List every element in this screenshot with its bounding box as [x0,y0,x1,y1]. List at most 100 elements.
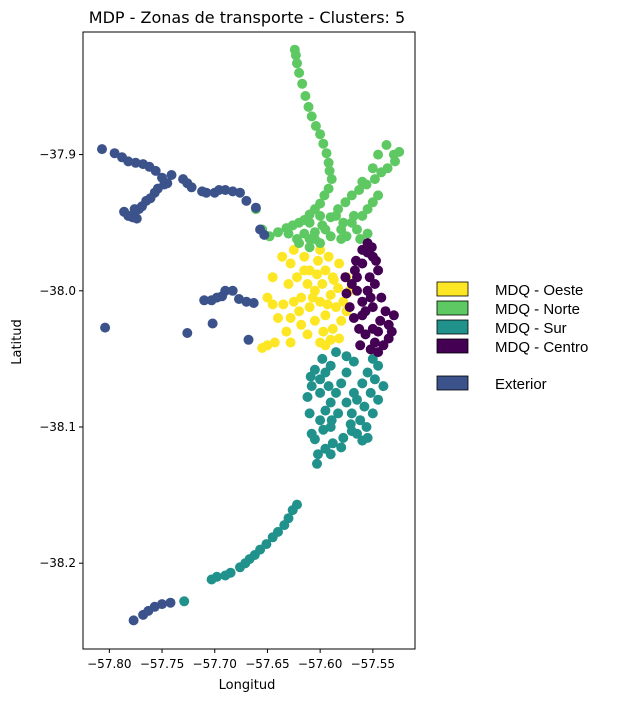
data-point [388,149,399,160]
data-point [303,101,314,112]
data-point [283,228,294,239]
data-point [299,251,310,262]
data-point [309,434,320,445]
data-point [315,374,326,385]
data-point [325,231,336,242]
data-point [296,319,307,330]
data-point [318,326,329,337]
data-point [327,438,338,449]
data-point [273,227,283,238]
data-point [326,415,337,426]
data-point [287,505,298,516]
data-point [285,313,296,323]
data-point [359,401,370,412]
data-point [201,187,212,198]
data-point [338,432,349,443]
data-point [322,299,333,310]
data-point [381,140,392,150]
data-point [333,283,344,294]
data-point [357,210,368,221]
data-point [341,397,352,408]
data-point [341,367,352,378]
data-point [273,313,283,323]
data-point [373,360,384,371]
data-point [267,272,278,283]
data-point [346,279,357,289]
data-point [369,374,380,385]
data-point [348,210,359,221]
y-axis-label: Latitud [10,319,25,365]
y-tick-label: −38.1 [39,420,76,434]
data-point [296,292,307,303]
data-point [299,265,310,276]
data-point [320,265,331,276]
data-point [315,129,326,140]
data-point [380,306,391,317]
data-point [357,310,368,321]
data-point [119,206,130,217]
data-point [312,269,322,280]
data-point [344,302,355,313]
data-points [97,44,405,626]
data-point [340,197,351,208]
data-point [285,337,296,348]
data-point [100,322,111,333]
x-tick-label: −57.80 [87,657,131,671]
data-point [150,165,161,176]
data-point [313,255,323,266]
data-point [313,449,323,460]
data-point [309,315,320,326]
legend-label: MDQ - Centro [495,339,588,356]
data-point [257,343,268,353]
data-point [352,272,362,283]
x-tick-label: −57.55 [351,657,395,671]
data-point [362,432,373,443]
data-point [128,615,139,626]
data-point [388,310,399,321]
data-point [166,170,177,180]
data-point [375,315,386,326]
data-point [352,285,362,296]
data-point [309,234,320,244]
data-point [352,394,362,405]
data-point [220,285,231,296]
series-mdq-oeste [257,244,355,353]
data-point [341,351,352,362]
data-point [365,292,376,303]
chart-title: MDP - Zonas de transporte - Clusters: 5 [89,8,405,27]
data-point [348,313,359,323]
data-point [369,174,380,185]
data-point [267,299,278,310]
legend: MDQ - Oeste MDQ - Norte MDQ - Sur MDQ - Cen… [436,281,588,393]
data-point [376,292,387,303]
data-point [179,596,190,607]
data-point [331,302,341,313]
data-point [186,182,197,193]
data-point [207,318,218,329]
data-point [327,323,338,334]
data-point [369,279,380,289]
data-point [317,353,328,364]
data-point [336,378,347,389]
plot-frame [82,31,416,650]
data-point [285,258,296,269]
data-point [355,415,366,426]
data-point [345,419,356,430]
data-point [361,422,372,432]
data-point [320,340,331,351]
data-point [325,449,336,460]
data-point [267,532,278,543]
x-axis-ticks: −57.80 −57.75 −57.70 −57.65 −57.60 −57.55 [87,649,395,671]
legend-swatch [436,300,469,316]
data-point [318,138,329,149]
data-point [362,367,373,378]
data-point [294,306,305,317]
y-axis-ticks: −37.9 −38.0 −38.1 −38.2 [39,148,83,570]
data-point [130,157,141,168]
data-point [341,288,352,299]
data-point [182,328,193,338]
series-mdq-norte [250,44,405,253]
legend-label: MDQ - Sur [495,320,567,337]
data-point [367,302,378,313]
data-point [310,121,321,131]
